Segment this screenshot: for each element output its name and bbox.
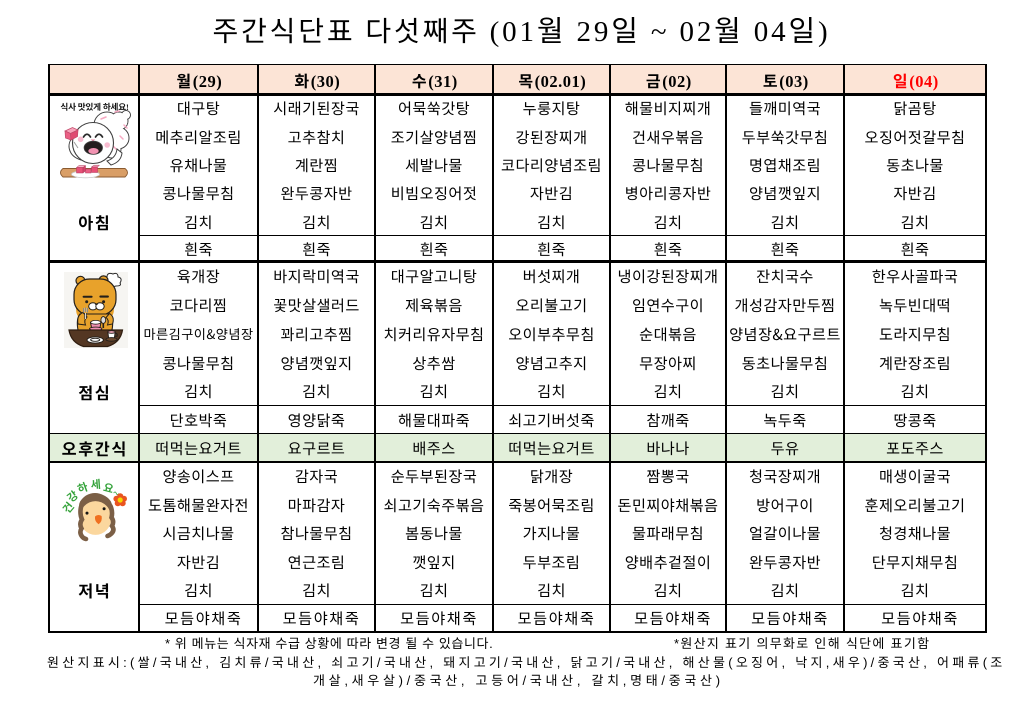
svg-text:세: 세 bbox=[90, 476, 101, 493]
svg-text:식사 맛있게 하세요!: 식사 맛있게 하세요! bbox=[60, 101, 129, 113]
svg-text:하: 하 bbox=[75, 478, 90, 496]
svg-text:요: 요 bbox=[102, 479, 116, 497]
